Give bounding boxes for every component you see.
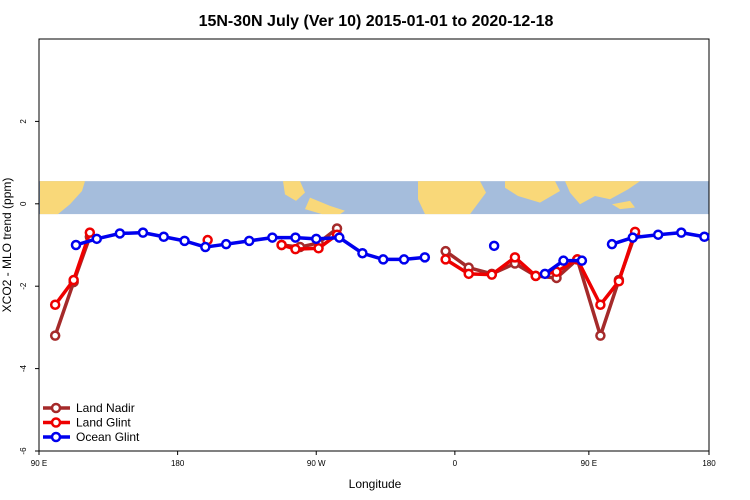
data-point	[551, 266, 562, 278]
legend-label: Ocean Glint	[76, 430, 140, 444]
legend-label: Land Nadir	[76, 401, 135, 415]
data-point	[530, 270, 541, 282]
map-land-4	[505, 181, 560, 203]
data-point	[419, 252, 431, 263]
plot-area-border	[38, 38, 710, 452]
data-point	[509, 252, 521, 263]
legend-marker	[50, 402, 62, 414]
data-point	[114, 228, 126, 239]
series-line	[281, 233, 339, 251]
data-point	[606, 238, 618, 250]
data-point	[158, 231, 170, 243]
data-point	[558, 255, 569, 266]
series-layer	[49, 223, 710, 341]
y-tick-label: -4	[19, 364, 28, 372]
data-point	[440, 254, 451, 265]
series-line	[444, 234, 637, 338]
y-tick-label: -6	[19, 447, 28, 455]
data-point	[84, 227, 96, 238]
map-land-1	[283, 181, 305, 201]
data-point	[377, 254, 389, 265]
x-tick-label: 90 E	[31, 459, 47, 468]
data-point	[699, 231, 710, 243]
data-point	[676, 227, 687, 238]
legend-marker	[50, 417, 62, 428]
data-point	[595, 330, 606, 341]
data-point	[539, 268, 551, 280]
data-point	[313, 243, 324, 254]
data-point	[488, 240, 500, 252]
map-land-3	[418, 181, 486, 215]
data-point	[179, 235, 190, 247]
data-point	[267, 232, 278, 243]
data-point	[463, 268, 474, 280]
data-point	[200, 241, 211, 253]
data-point	[398, 254, 410, 265]
data-point	[627, 232, 639, 243]
data-point	[290, 243, 301, 255]
x-tick-label: 180	[702, 459, 716, 468]
map-land-0	[40, 181, 85, 215]
data-point	[49, 330, 61, 341]
data-point	[357, 247, 368, 259]
y-tick-label: -2	[19, 282, 28, 290]
data-point	[49, 299, 61, 310]
y-tick-label: 0	[19, 201, 28, 206]
map-land-5	[565, 181, 640, 205]
series-2	[70, 227, 710, 280]
data-point	[137, 227, 149, 238]
data-point	[486, 269, 498, 280]
y-tick-label: 2	[19, 119, 28, 124]
map-land-6	[612, 200, 635, 210]
data-point	[440, 245, 451, 257]
data-point	[290, 232, 301, 243]
x-tick-label: 180	[171, 459, 185, 468]
data-point	[652, 229, 664, 240]
map-land-2	[305, 197, 345, 215]
data-point	[310, 233, 322, 245]
x-axis-label: Longitude	[349, 477, 402, 491]
x-axis: 90 E 180 90 W 0 90 E 180	[31, 451, 716, 468]
chart-title: 15N-30N July (Ver 10) 2015-01-01 to 2020…	[199, 13, 554, 30]
data-point	[68, 274, 79, 286]
y-axis-label: XCO2 - MLO trend (ppm)	[0, 178, 14, 313]
data-point	[595, 299, 606, 310]
data-point	[243, 235, 255, 247]
world-map-strip	[39, 181, 709, 215]
x-tick-label: 90 E	[581, 459, 597, 468]
x-tick-label: 0	[453, 459, 458, 468]
legend-marker	[50, 431, 62, 443]
data-point	[576, 255, 588, 266]
data-point	[613, 276, 625, 287]
legend-label: Land Glint	[76, 416, 131, 430]
data-point	[220, 238, 232, 250]
y-axis: -6 -4 -2 0 2	[19, 119, 39, 455]
data-point	[70, 239, 82, 251]
data-point	[334, 232, 345, 243]
x-tick-label: 90 W	[307, 459, 326, 468]
data-point	[91, 233, 103, 245]
data-point	[276, 239, 287, 251]
